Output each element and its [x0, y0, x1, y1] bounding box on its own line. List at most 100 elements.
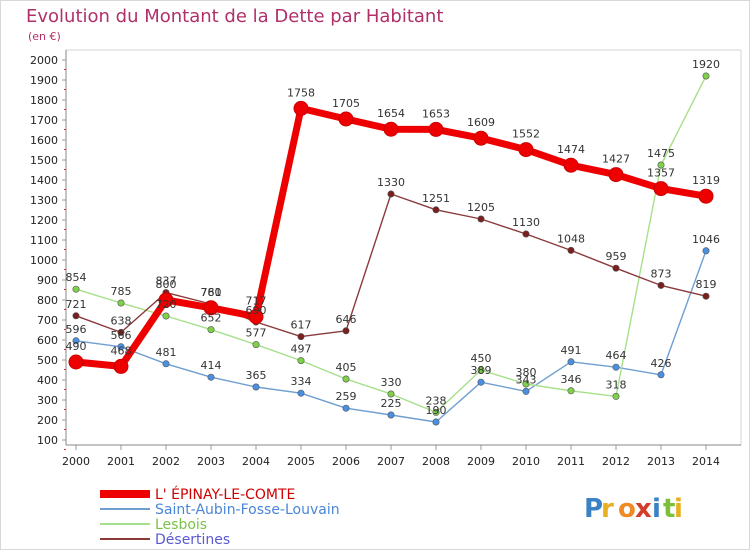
data-label: 190 [426, 404, 447, 417]
data-point [158, 292, 174, 308]
data-label: 414 [201, 359, 222, 372]
y-tick-label: 600 [37, 334, 58, 347]
y-tick-label: 1800 [30, 94, 58, 107]
x-tick-label: 2010 [512, 455, 540, 468]
data-label: 334 [291, 375, 312, 388]
data-point [428, 121, 444, 137]
data-point [702, 247, 710, 255]
x-tick-label: 2004 [242, 455, 270, 468]
y-tick-label: 1300 [30, 194, 58, 207]
data-label: 238 [426, 394, 447, 407]
data-point [117, 328, 125, 336]
y-tick-label: 1500 [30, 154, 58, 167]
data-point [522, 230, 530, 238]
data-label: 1705 [332, 97, 360, 110]
data-point [612, 392, 620, 400]
legend-label: Saint-Aubin-Fosse-Louvain [155, 502, 340, 518]
data-point [203, 300, 219, 316]
data-label: 259 [336, 390, 357, 403]
data-point [297, 389, 305, 397]
logo-letter: t [663, 494, 675, 524]
data-point [657, 371, 665, 379]
data-label: 690 [246, 304, 267, 317]
data-label: 365 [246, 369, 267, 382]
legend-label: L' ÉPINAY-LE-COMTE [155, 486, 295, 503]
data-label: 346 [561, 373, 582, 386]
data-point [72, 337, 80, 345]
data-label: 617 [291, 319, 312, 332]
y-tick-label: 700 [37, 314, 58, 327]
data-labels: 596 566 481 414 365 334 259 225 190 389 343 491 464 4… [66, 58, 721, 417]
data-label: 1048 [557, 232, 585, 245]
data-label: 1330 [377, 176, 405, 189]
logo-letter: i [652, 494, 661, 524]
y-tick-label: 1900 [30, 74, 58, 87]
series-0 [68, 100, 714, 374]
y-tick-label: 500 [37, 354, 58, 367]
data-label: 800 [156, 278, 177, 291]
data-label: 720 [156, 298, 177, 311]
chart-subtitle: (en €) [28, 30, 61, 43]
x-axis: 2000 2001 2002 2003 2004 2005 2006 2007 2008 2009… [62, 444, 741, 468]
x-tick-label: 2013 [647, 455, 675, 468]
data-point [567, 387, 575, 395]
data-point [207, 326, 215, 334]
data-label: 785 [111, 285, 132, 298]
data-point [72, 312, 80, 320]
data-point [702, 72, 710, 80]
data-label: 646 [336, 313, 357, 326]
data-label: 1319 [692, 174, 720, 187]
data-point [608, 167, 624, 183]
logo-letter: i [674, 494, 683, 524]
data-label: 959 [606, 250, 627, 263]
y-tick-label: 300 [37, 394, 58, 407]
data-point [68, 354, 84, 370]
data-label: 468 [111, 344, 132, 357]
data-label: 490 [66, 340, 87, 353]
data-point [113, 358, 129, 374]
data-label: 491 [561, 344, 582, 357]
data-point [698, 188, 714, 204]
logo-letter: r [601, 494, 614, 524]
legend-label: Lesbois [155, 517, 207, 533]
data-label: 1609 [467, 116, 495, 129]
x-tick-label: 2008 [422, 455, 450, 468]
x-tick-label: 2002 [152, 455, 180, 468]
data-point [432, 418, 440, 426]
chart-title: Evolution du Montant de la Dette par Hab… [26, 6, 443, 27]
data-point [653, 181, 669, 197]
data-point [117, 343, 125, 351]
data-point [293, 100, 309, 116]
logo-letter: x [635, 494, 652, 524]
data-label: 1046 [692, 233, 720, 246]
data-point [342, 404, 350, 412]
data-label: 873 [651, 267, 672, 280]
data-label: 1357 [647, 167, 675, 180]
data-label: 566 [111, 329, 132, 342]
data-point [342, 327, 350, 335]
data-label: 854 [66, 271, 87, 284]
data-point [567, 358, 575, 366]
data-label: 1758 [287, 86, 315, 99]
data-label: 717 [246, 295, 267, 308]
y-tick-label: 200 [37, 414, 58, 427]
data-point [432, 408, 440, 416]
data-label: 837 [156, 275, 177, 288]
data-label: 721 [66, 298, 87, 311]
data-label: 330 [381, 376, 402, 389]
data-point [387, 411, 395, 419]
data-label: 1653 [422, 107, 450, 120]
data-point [563, 157, 579, 173]
data-point [207, 373, 215, 381]
y-tick-label: 1000 [30, 254, 58, 267]
data-point [612, 264, 620, 272]
data-point [162, 312, 170, 320]
y-tick-label: 1100 [30, 234, 58, 247]
data-label: 405 [336, 361, 357, 374]
data-point [657, 161, 665, 169]
data-point [162, 360, 170, 368]
y-tick-label: 2000 [30, 54, 58, 67]
data-label: 1427 [602, 153, 630, 166]
x-tick-label: 2007 [377, 455, 405, 468]
data-label: 497 [291, 343, 312, 356]
